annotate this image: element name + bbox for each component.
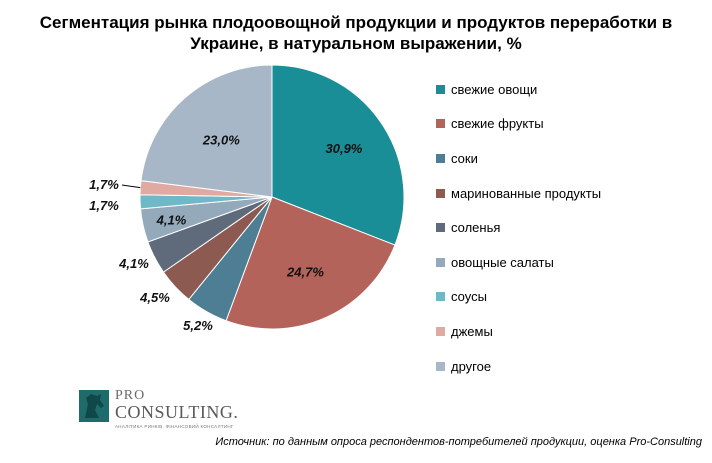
horse-logo-icon bbox=[79, 390, 109, 422]
legend-item: соки bbox=[436, 141, 601, 176]
legend-item: соусы bbox=[436, 280, 601, 315]
legend-label: другое bbox=[451, 358, 492, 374]
legend-label: овощные салаты bbox=[451, 254, 554, 270]
slice-label-2: 24,7% bbox=[286, 265, 324, 280]
logo-text-pro: PRO bbox=[115, 388, 146, 403]
legend-item: свежие фрукты bbox=[436, 107, 601, 142]
pie-slice-2 bbox=[225, 196, 396, 330]
legend-swatch bbox=[436, 119, 445, 129]
slice-label-6: 4,1% bbox=[156, 212, 187, 227]
slice-label-8: 1,7% bbox=[89, 177, 119, 192]
legend-label: соки bbox=[451, 150, 478, 166]
legend-item: джемы bbox=[436, 314, 601, 349]
slice-label-9: 23,0% bbox=[202, 133, 240, 148]
slice-label-1: 30,9% bbox=[326, 141, 363, 156]
legend-swatch bbox=[436, 188, 445, 198]
source-note: Источник: по данным опроса респондентов-… bbox=[215, 436, 702, 448]
legend-swatch bbox=[436, 257, 445, 267]
legend-item: соленья bbox=[436, 210, 601, 245]
legend-label: соленья bbox=[451, 220, 501, 236]
legend-swatch bbox=[436, 292, 445, 302]
chart-title: Сегментация рынка плодоовощной продукции… bbox=[0, 12, 712, 54]
legend-swatch bbox=[436, 223, 445, 233]
slice-label-5: 4,1% bbox=[118, 256, 149, 271]
pie-slice-9 bbox=[140, 64, 273, 198]
slice-label-4: 4,5% bbox=[139, 290, 170, 305]
chart-title-line-1: Сегментация рынка плодоовощной продукции… bbox=[39, 13, 673, 32]
legend-swatch bbox=[436, 361, 445, 371]
legend-item: свежие овощи bbox=[436, 72, 601, 107]
chart-legend: свежие овощи свежие фрукты соки маринованны… bbox=[436, 72, 601, 383]
legend-label: свежие овощи bbox=[451, 81, 538, 97]
legend-swatch bbox=[436, 153, 445, 163]
slice-label-3: 5,2% bbox=[183, 318, 213, 333]
legend-swatch bbox=[436, 326, 445, 336]
legend-label: джемы bbox=[451, 323, 493, 339]
legend-label: соусы bbox=[451, 289, 487, 305]
legend-item: маринованные продукты bbox=[436, 176, 601, 211]
legend-label: свежие фрукты bbox=[451, 116, 544, 132]
legend-swatch bbox=[436, 84, 445, 94]
leader-line-8 bbox=[121, 184, 141, 189]
logo-text-consulting: CONSULTING. bbox=[115, 402, 239, 422]
pro-consulting-logo: PRO CONSULTING. АНАЛІТИКА РИНКІВ. ФІНАНС… bbox=[79, 388, 239, 434]
pie-slice-1 bbox=[271, 64, 405, 246]
slice-label-7: 1,7% bbox=[89, 198, 119, 213]
legend-label: маринованные продукты bbox=[451, 185, 602, 201]
chart-title-line-2: Украине, в натуральном выражении, % bbox=[190, 34, 522, 53]
logo-tagline: АНАЛІТИКА РИНКІВ. ФІНАНСОВИЙ КОНСАЛТИНГ bbox=[115, 424, 234, 429]
legend-item: овощные салаты bbox=[436, 245, 601, 280]
legend-item: другое bbox=[436, 349, 601, 384]
